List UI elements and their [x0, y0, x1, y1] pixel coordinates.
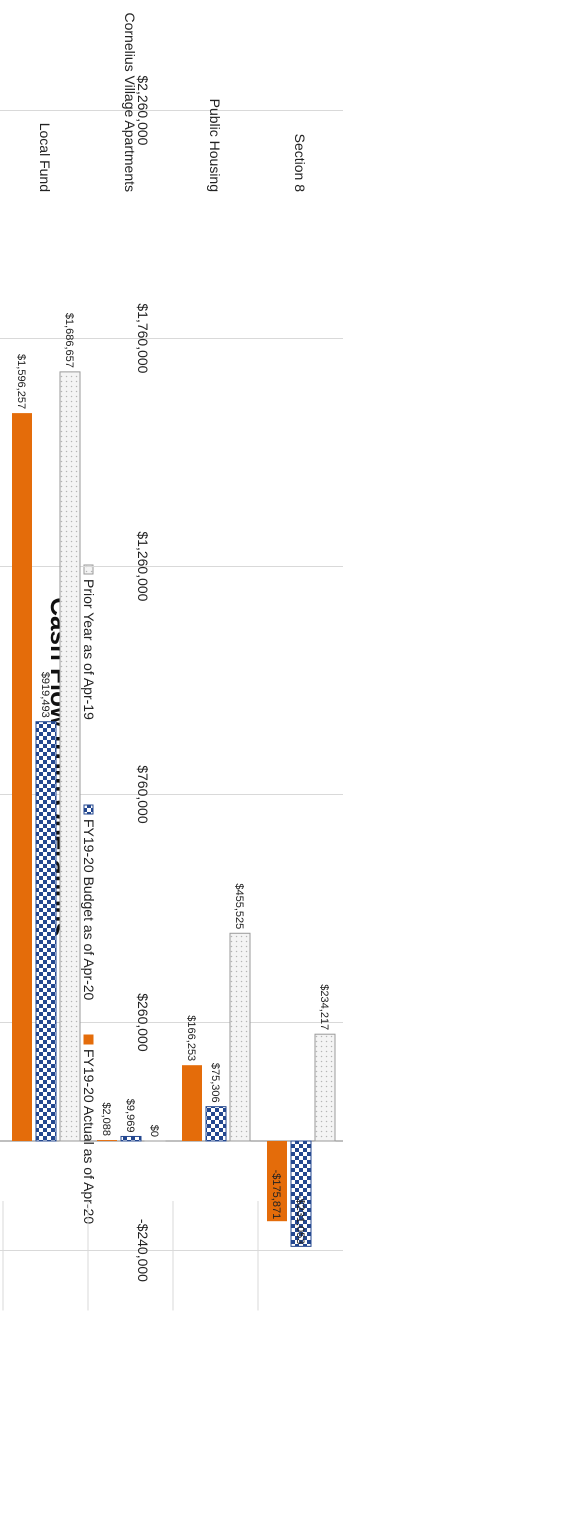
- legend: Prior Year as of Apr-19 FY19-20 Budget as…: [81, 564, 97, 1224]
- data-label: $75,306: [209, 1063, 221, 1103]
- bar-actual: [182, 1065, 202, 1141]
- bar-prior-year: [59, 371, 81, 1142]
- legend-swatch: [83, 564, 94, 575]
- category-label: Local Fund: [37, 123, 53, 192]
- data-label: $1,686,657: [63, 313, 75, 368]
- legend-swatch: [83, 1034, 94, 1045]
- data-label: $0: [148, 1125, 160, 1137]
- value-tick-label: $260,000: [135, 993, 151, 1052]
- data-label: -$175,871: [270, 1170, 282, 1220]
- category-axis: Section 8 Public Housing Cornelius Village…: [2, 12, 308, 1311]
- category-label: Public Housing: [207, 99, 223, 192]
- bar-budget: [205, 1106, 227, 1142]
- value-tick-label: $760,000: [135, 765, 151, 824]
- data-label: $166,253: [185, 1015, 197, 1061]
- data-labels: $234,217 -$231,053 -$175,871 $455,525 $75,30…: [15, 313, 330, 1245]
- bar-budget: [290, 1140, 312, 1247]
- value-axis: -$240,000 $260,000 $760,000 $1,260,000 $1,76…: [135, 75, 151, 1282]
- value-tick-label: $2,260,000: [135, 75, 151, 145]
- bars: [12, 371, 336, 1247]
- data-label: $455,525: [233, 883, 245, 929]
- legend-swatch: [83, 804, 94, 815]
- data-label: $234,217: [318, 984, 330, 1030]
- legend-label: FY19-20 Budget as of Apr-20: [81, 819, 97, 1001]
- bar-actual: [267, 1141, 287, 1222]
- value-tick-label: -$240,000: [135, 1219, 151, 1282]
- data-label: $1,596,257: [15, 354, 27, 409]
- category-label: Section 8: [292, 134, 308, 193]
- bar-prior-year: [314, 1033, 336, 1142]
- bar-actual: [97, 1140, 117, 1141]
- gridlines: [0, 109, 343, 1251]
- value-tick-label: $1,760,000: [135, 303, 151, 373]
- legend-label: FY19-20 Actual as of Apr-20: [81, 1049, 97, 1224]
- category-label: Cornelius Village Apartments: [122, 12, 138, 192]
- data-label: -$231,053: [294, 1195, 306, 1245]
- bar-budget: [120, 1135, 142, 1142]
- legend-label: Prior Year as of Apr-19: [81, 579, 97, 720]
- value-tick-label: $1,260,000: [135, 531, 151, 601]
- data-label: $9,969: [124, 1099, 136, 1133]
- bar-prior-year: [229, 932, 251, 1142]
- data-label: $2,088: [100, 1102, 112, 1136]
- data-label: $919,493: [39, 672, 51, 718]
- bar-actual: [12, 413, 32, 1141]
- bar-budget: [35, 721, 57, 1142]
